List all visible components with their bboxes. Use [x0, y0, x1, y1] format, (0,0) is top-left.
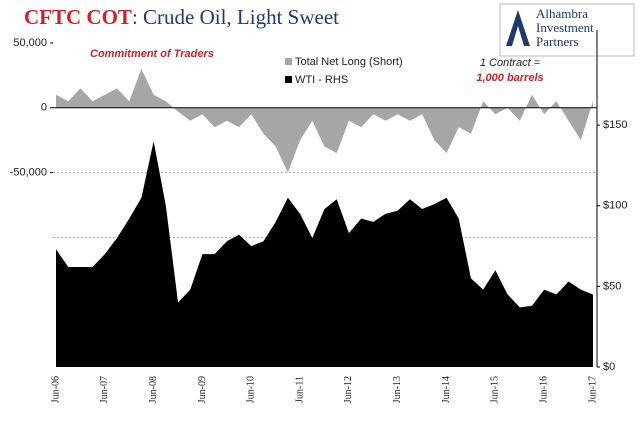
y2-tick-label: $150: [603, 119, 627, 131]
x-tick-label: Jun-07: [99, 376, 110, 403]
x-tick-label: Jun-17: [587, 376, 598, 403]
y2-tick-label: $0: [603, 361, 615, 373]
x-tick-label: Jun-16: [538, 376, 549, 403]
annotation: 1,000 barrels: [476, 72, 543, 84]
logo-text: Alhambra: [536, 6, 588, 21]
x-tick-label: Jun-09: [197, 376, 208, 403]
x-tick-label: Jun-14: [441, 376, 452, 403]
y-tick-label: 50,000: [13, 37, 47, 49]
legend-label: WTI - RHS: [295, 74, 348, 86]
logo-icon-inner: [512, 26, 524, 46]
y2-tick-label: $100: [603, 200, 627, 212]
y-tick-label: -50,000: [10, 166, 47, 178]
annotation: Commitment of Traders: [90, 48, 214, 60]
x-tick-label: Jun-06: [50, 376, 61, 403]
legend-label: Total Net Long (Short): [295, 56, 403, 68]
y2-tick-label: $50: [603, 280, 621, 292]
x-tick-label: Jun-15: [490, 376, 501, 403]
legend-swatch: [285, 58, 292, 65]
logo: Alhambra Investment Partners: [499, 3, 635, 57]
legend-swatch: [285, 76, 292, 83]
x-tick-label: Jun-08: [148, 376, 159, 403]
logo-text: Investment: [536, 20, 594, 35]
area: [56, 141, 593, 367]
y-tick-label: 0: [41, 102, 47, 114]
title-rest: : Crude Oil, Light Sweet: [132, 5, 339, 29]
title-highlight: CFTC COT: [24, 5, 132, 29]
logo-text: Partners: [536, 34, 579, 49]
area: [56, 68, 593, 173]
chart-title: CFTC COT: Crude Oil, Light Sweet: [24, 5, 339, 29]
x-tick-label: Jun-10: [246, 376, 257, 403]
x-tick-label: Jun-11: [294, 376, 305, 403]
x-tick-label: Jun-13: [392, 376, 403, 403]
x-tick-label: Jun-12: [343, 376, 354, 403]
annotation: 1 Contract =: [480, 57, 541, 69]
